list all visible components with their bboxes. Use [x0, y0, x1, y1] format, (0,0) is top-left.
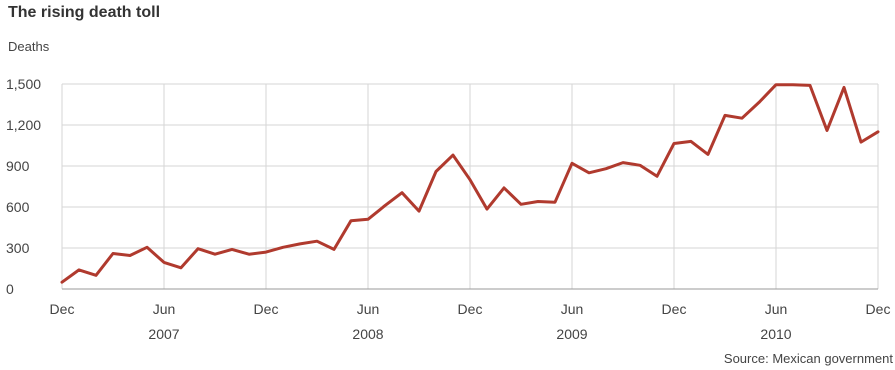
- x-tick-label: Jun: [561, 301, 584, 317]
- y-tick-label: 900: [6, 158, 30, 174]
- x-tick-label: Dec: [662, 301, 687, 317]
- x-tick-label: Jun: [153, 301, 176, 317]
- year-label: 2008: [352, 326, 383, 342]
- y-tick-label: 1,500: [6, 76, 41, 92]
- chart-title: The rising death toll: [8, 4, 161, 21]
- y-tick-label: 600: [6, 199, 30, 215]
- y-tick-label: 300: [6, 240, 30, 256]
- year-label: 2009: [556, 326, 587, 342]
- series-layer: [60, 83, 880, 284]
- gridlines: [61, 83, 879, 289]
- x-tick-label: Dec: [254, 301, 279, 317]
- source-note: Source: Mexican government: [723, 351, 893, 366]
- year-label: 2010: [760, 326, 791, 342]
- y-tick-label: 1,200: [6, 117, 41, 133]
- y-tick-label: 0: [6, 281, 14, 297]
- x-tick-label: Dec: [458, 301, 483, 317]
- year-label: 2007: [148, 326, 179, 342]
- x-tick-label: Jun: [357, 301, 380, 317]
- y-axis-label: Deaths: [8, 39, 50, 54]
- death-toll-line: [60, 83, 880, 284]
- x-tick-label: Jun: [765, 301, 788, 317]
- x-tick-label: Dec: [50, 301, 75, 317]
- tick-labels: 0 300 600 900 1,200 1,500 Dec Jun Dec Jun Dec Jun De…: [6, 76, 890, 342]
- x-tick-label: Dec: [866, 301, 891, 317]
